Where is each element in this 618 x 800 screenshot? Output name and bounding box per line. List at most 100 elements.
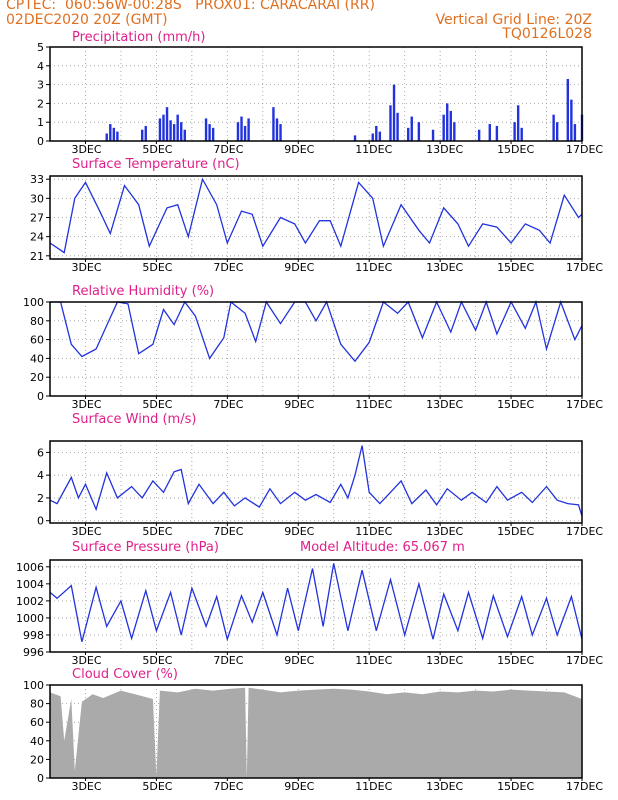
x-tick-label: 9DEC	[284, 398, 314, 411]
x-tick-label: 7DEC	[213, 654, 243, 667]
y-tick-label: 40	[30, 352, 44, 365]
x-tick-label: 17DEC	[566, 398, 603, 411]
x-tick-label: 13DEC	[426, 654, 463, 667]
precip-bar	[552, 114, 555, 141]
panel-3: Relative Humidity (%) 0 20 40 60 80 100 3DEC 5DE…	[23, 284, 603, 411]
panel-4: Surface Wind (m/s) 0 2 4 6 3DEC 5DEC 7DEC 9DEC 11…	[37, 412, 603, 538]
y-tick-label: 60	[30, 716, 44, 729]
precip-bar	[520, 127, 523, 141]
x-tick-label: 13DEC	[426, 398, 463, 411]
x-tick-label: 3DEC	[71, 261, 101, 274]
x-tick-label: 9DEC	[284, 261, 314, 274]
precip-bar	[240, 116, 243, 141]
precip-bar	[169, 120, 172, 141]
x-tick-label: 5DEC	[142, 398, 172, 411]
x-tick-label: 5DEC	[142, 654, 172, 667]
precip-bar	[144, 125, 147, 141]
x-tick-label: 3DEC	[71, 398, 101, 411]
precip-bar	[375, 125, 378, 141]
precip-bar	[389, 105, 392, 141]
x-tick-label: 15DEC	[497, 654, 534, 667]
precip-bar	[477, 129, 481, 141]
panel-1: Precipitation (mm/h) 0 1 2 3 4 5 3DEC 5DEC 7DEC 9D…	[37, 30, 603, 156]
precip-bar	[162, 114, 165, 141]
precip-bar	[105, 133, 108, 141]
precip-bar	[516, 105, 520, 141]
precip-bar	[109, 124, 112, 141]
y-tick-label: 20	[30, 753, 44, 766]
y-tick-label: 100	[23, 296, 44, 309]
x-tick-label: 17DEC	[566, 654, 603, 667]
x-tick-label: 15DEC	[497, 780, 534, 793]
y-tick-label: 996	[23, 646, 44, 659]
x-tick-label: 5DEC	[142, 261, 172, 274]
y-tick-label: 0	[37, 515, 44, 528]
precip-bar	[566, 78, 570, 141]
plot-frame	[49, 440, 583, 524]
precip-bar	[353, 135, 357, 141]
y-tick-label: 2	[37, 492, 44, 505]
precip-bar	[165, 107, 169, 141]
plot-frame	[49, 46, 583, 142]
precip-bar	[495, 125, 499, 141]
precip-bar	[183, 129, 186, 141]
y-tick-label: 2	[37, 97, 44, 110]
y-tick-label: 80	[30, 698, 44, 711]
x-tick-label: 13DEC	[426, 261, 463, 274]
precip-bar	[236, 122, 240, 141]
x-tick-label: 9DEC	[284, 780, 314, 793]
panel-6: Cloud Cover (%) 0 20 40 60 80 100 3DEC 5DEC 7DEC 9…	[23, 667, 603, 793]
x-tick-label: 7DEC	[213, 143, 243, 156]
x-tick-label: 13DEC	[426, 780, 463, 793]
x-tick-label: 7DEC	[213, 398, 243, 411]
y-tick-label: 5	[37, 41, 44, 54]
precip-bar	[180, 122, 183, 141]
x-tick-label: 7DEC	[213, 780, 243, 793]
precip-bar	[573, 124, 577, 141]
panel-title: Surface Wind (m/s)	[72, 412, 196, 427]
precip-bar	[116, 131, 119, 141]
x-tick-label: 3DEC	[71, 654, 101, 667]
x-tick-label: 11DEC	[355, 780, 392, 793]
y-tick-label: 3	[37, 79, 44, 92]
y-tick-label: 60	[30, 334, 44, 347]
y-tick-label: 20	[30, 371, 44, 384]
precip-bar	[176, 114, 179, 141]
x-tick-label: 11DEC	[355, 654, 392, 667]
x-tick-label: 17DEC	[566, 143, 603, 156]
cloud-cover-area	[50, 687, 582, 778]
precip-bar	[158, 118, 162, 141]
y-tick-label: 1004	[16, 578, 44, 591]
precip-bar	[442, 114, 445, 141]
panel-5: Surface Pressure (hPa) Model Altitude: 65…	[16, 540, 603, 667]
precip-bar	[141, 129, 144, 141]
y-tick-label: 1002	[16, 595, 44, 608]
header-line-1: CPTEC: 060:56W-00:28S PROX01: CARACARAI …	[6, 0, 375, 13]
precip-bar	[453, 122, 456, 141]
precip-bar	[513, 122, 516, 141]
precip-bar	[279, 124, 282, 141]
header-date: 02DEC2020 20Z (GMT)	[6, 12, 168, 28]
x-tick-label: 9DEC	[284, 525, 314, 538]
y-tick-label: 100	[23, 679, 44, 692]
x-tick-label: 13DEC	[426, 143, 463, 156]
panel-title: Surface Pressure (hPa)	[72, 540, 219, 555]
series-line	[49, 563, 583, 642]
panel-2: Surface Temperature (nC) 21 24 27 30 33 3DEC 5D…	[30, 157, 603, 274]
x-tick-label: 17DEC	[566, 525, 603, 538]
x-tick-label: 7DEC	[213, 525, 243, 538]
precip-bar	[204, 118, 208, 141]
precip-bar	[449, 110, 452, 141]
x-tick-label: 17DEC	[566, 780, 603, 793]
precip-bar	[407, 127, 410, 141]
precip-bar	[410, 116, 413, 141]
y-tick-label: 4	[37, 60, 44, 73]
y-tick-label: 6	[37, 446, 44, 459]
x-tick-label: 5DEC	[142, 143, 172, 156]
y-tick-label: 1	[37, 116, 44, 129]
precip-bar	[247, 118, 250, 141]
x-tick-label: 11DEC	[355, 143, 392, 156]
x-tick-label: 11DEC	[355, 525, 392, 538]
header-grid-note: Vertical Grid Line: 20Z	[435, 12, 592, 28]
